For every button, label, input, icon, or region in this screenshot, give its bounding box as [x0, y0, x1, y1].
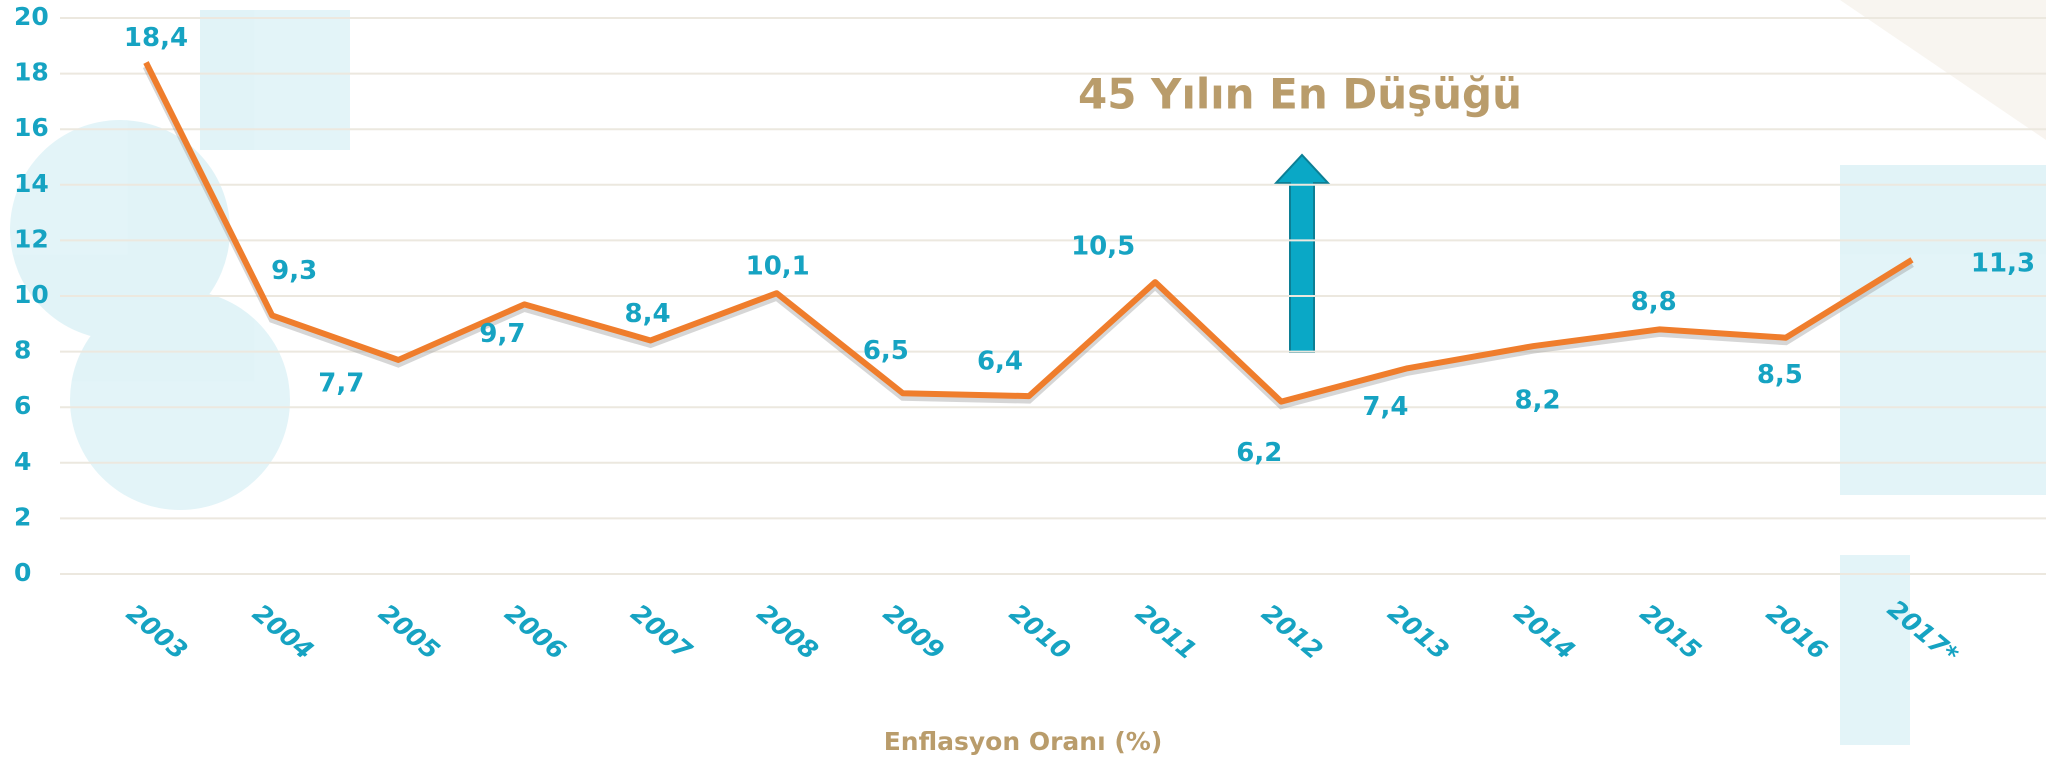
value-label: 8,5 — [1757, 360, 1803, 390]
y-tick-label: 2 — [14, 502, 31, 531]
value-label: 8,4 — [625, 299, 671, 329]
x-tick-label: 2013 — [1382, 598, 1454, 665]
x-tick-label: 2012 — [1256, 598, 1328, 665]
y-tick-label: 16 — [14, 113, 49, 142]
value-label: 10,5 — [1071, 232, 1135, 262]
arrow — [1273, 153, 1331, 353]
value-label: 10,1 — [746, 252, 810, 282]
y-tick-label: 20 — [14, 2, 49, 31]
value-label: 6,2 — [1236, 438, 1282, 468]
value-label: 7,4 — [1362, 392, 1408, 422]
y-tick-label: 10 — [14, 280, 49, 309]
x-tick-label: 2008 — [752, 598, 824, 665]
value-label: 18,4 — [124, 23, 188, 53]
x-tick-label: 2010 — [1004, 598, 1076, 665]
x-tick-label: 2007 — [626, 598, 698, 665]
value-label: 6,5 — [863, 336, 909, 366]
x-tick-label: 2004 — [247, 598, 319, 665]
value-label: 6,4 — [977, 347, 1023, 377]
value-label: 9,7 — [479, 319, 525, 349]
value-label: 8,2 — [1515, 386, 1561, 416]
y-tick-label: 14 — [14, 169, 49, 198]
annotation: 45 Yılın En Düşüğü — [1078, 70, 1522, 119]
x-tick-label: 2003 — [121, 598, 193, 665]
x-tick-label: 2016 — [1761, 598, 1833, 665]
x-tick-label: 2009 — [878, 598, 950, 665]
value-label: 8,8 — [1631, 287, 1677, 317]
x-tick-label: 2006 — [499, 598, 571, 665]
x-tick-label: 2005 — [373, 598, 445, 665]
x-tick-label: 2011 — [1130, 598, 1202, 665]
y-tick-label: 8 — [14, 336, 31, 365]
line-shadow — [142, 64, 1914, 410]
y-tick-label: 18 — [14, 58, 49, 87]
x-axis-title: Enflasyon Oranı (%) — [884, 727, 1163, 756]
y-tick-label: 12 — [14, 224, 49, 253]
value-label: 11,3 — [1971, 248, 2035, 278]
y-tick-label: 6 — [14, 391, 31, 420]
x-tick-label: 2014 — [1509, 598, 1581, 665]
y-tick-label: 4 — [14, 447, 31, 476]
value-label: 7,7 — [318, 368, 364, 398]
y-tick-label: 0 — [14, 558, 31, 587]
value-label: 9,3 — [271, 256, 317, 286]
line — [143, 61, 1914, 405]
background-decoration — [10, 0, 2046, 745]
x-tick-label: 2015 — [1635, 598, 1707, 665]
